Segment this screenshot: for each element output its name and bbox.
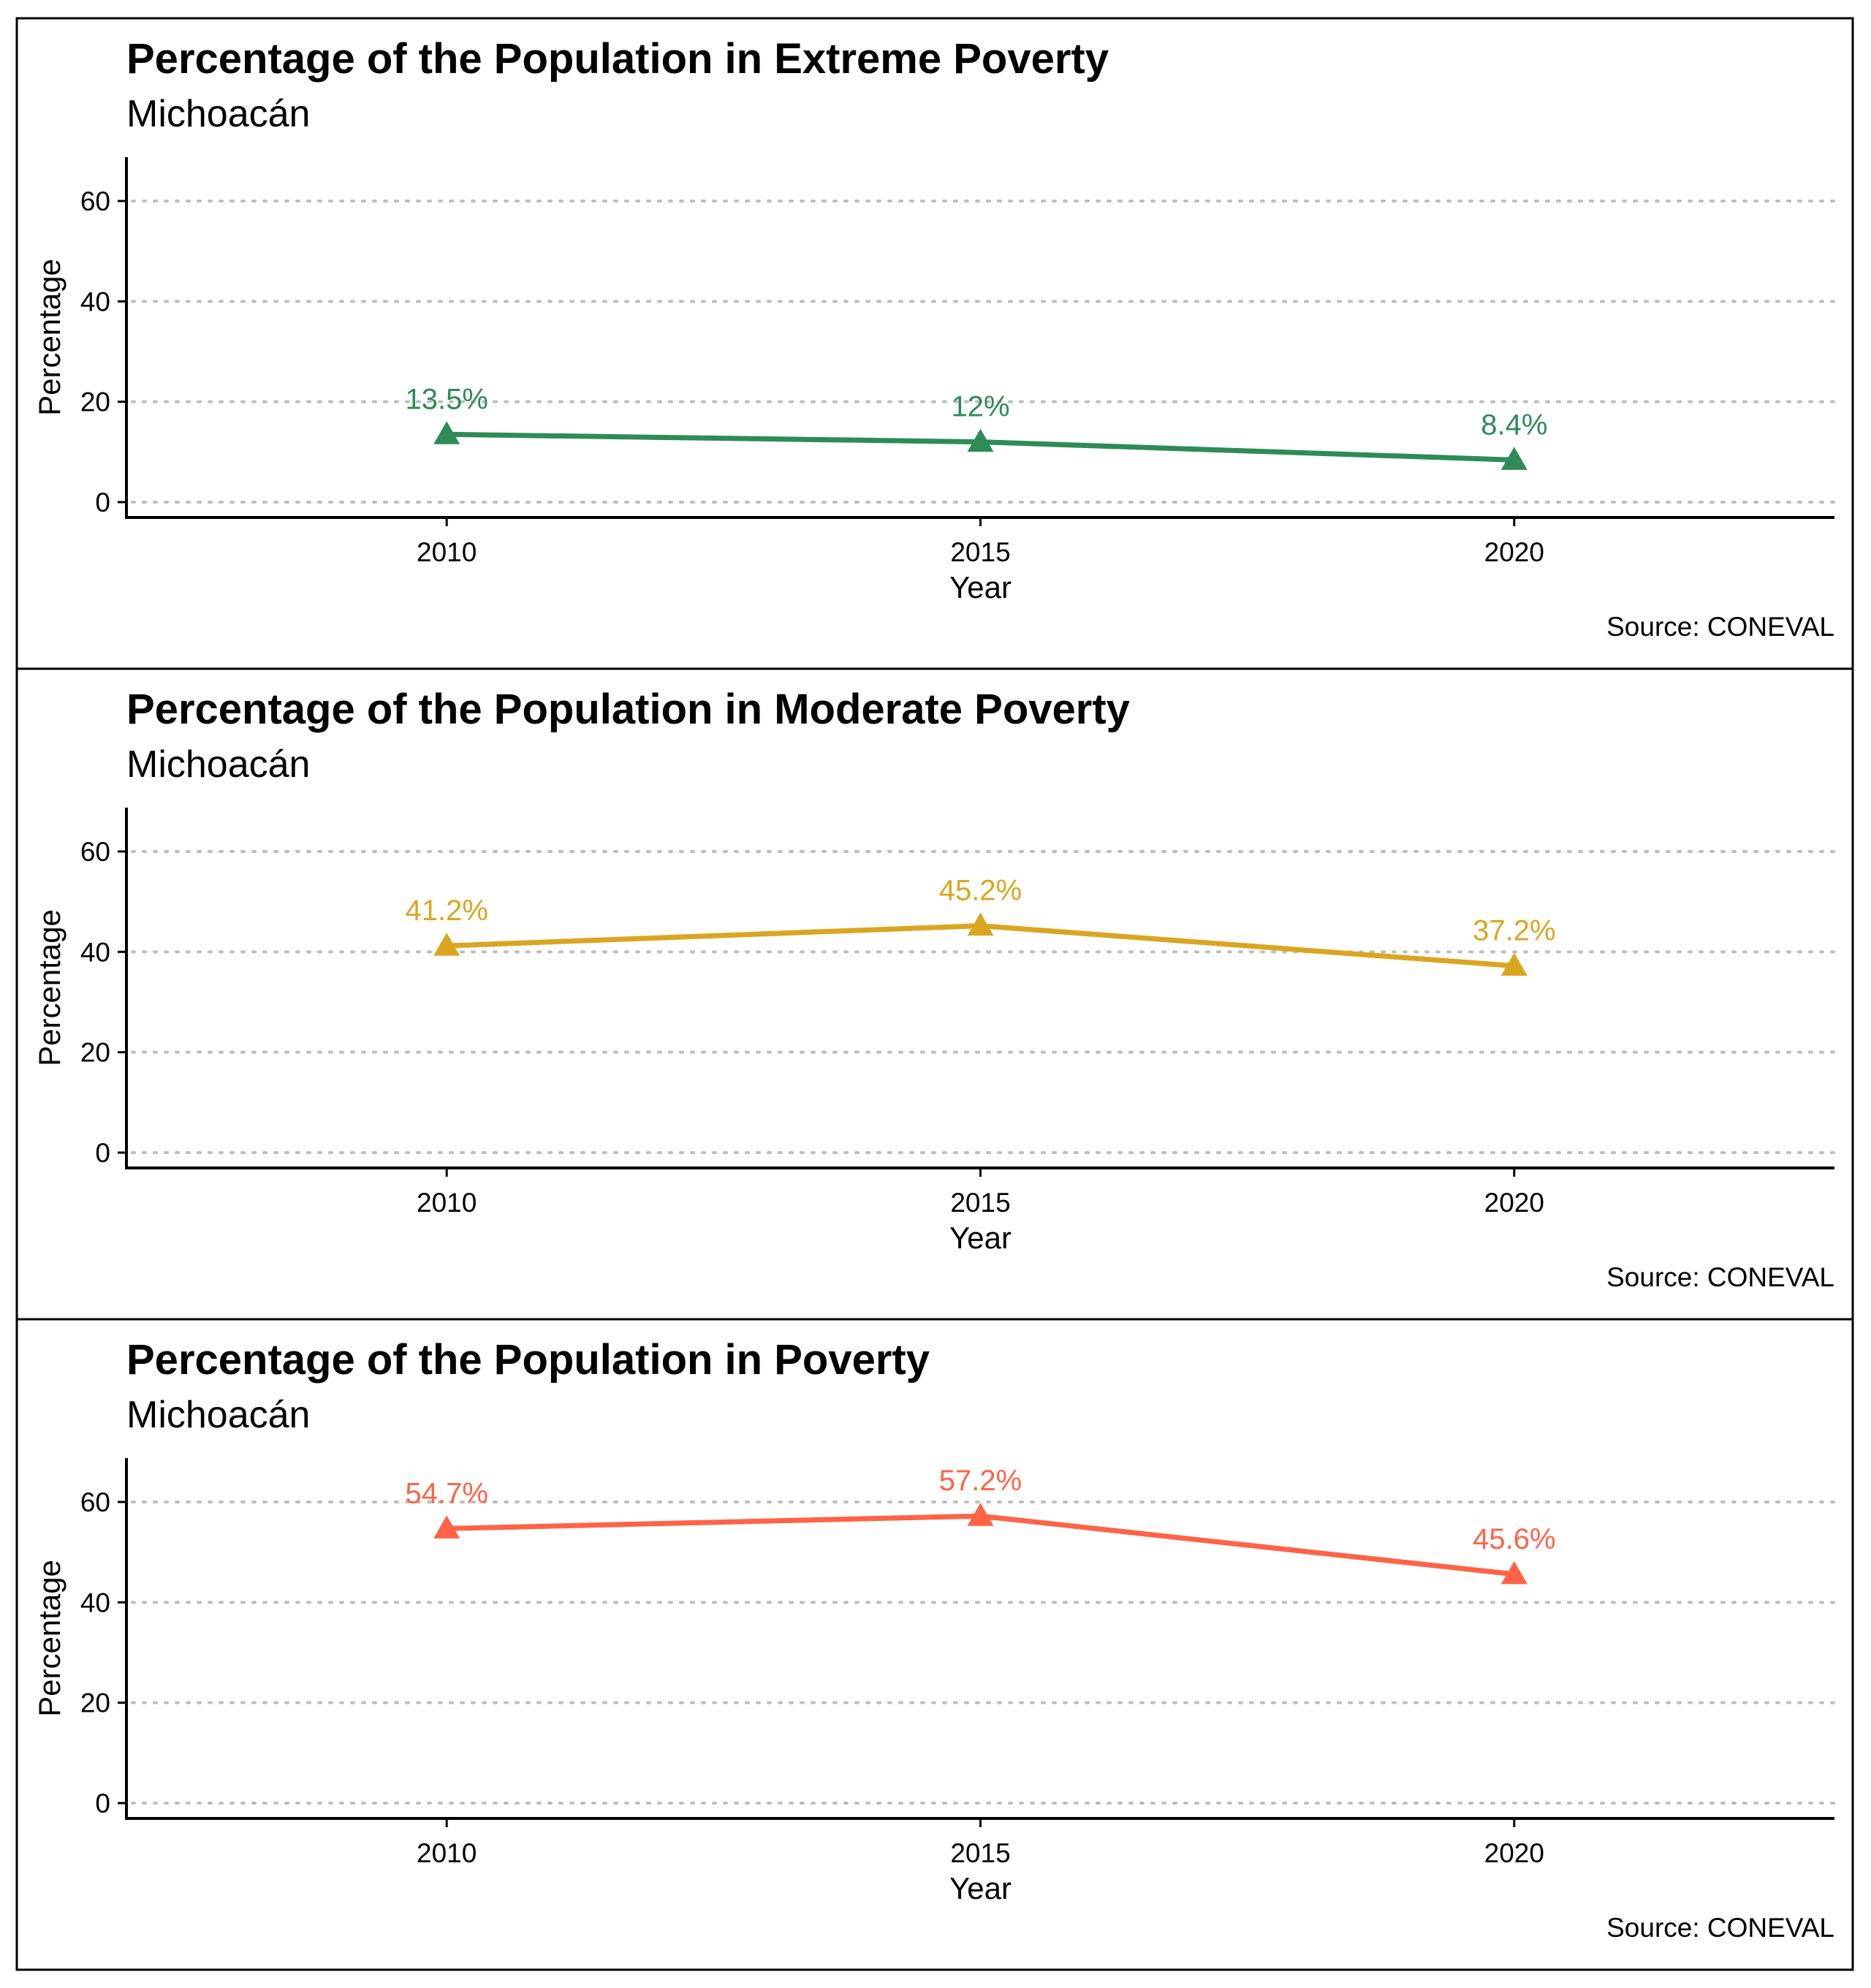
data-label: 8.4% (1481, 409, 1547, 441)
data-point-marker (433, 421, 460, 444)
y-tick-label: 40 (80, 937, 110, 967)
data-label: 57.2% (939, 1465, 1022, 1497)
x-tick-label: 2010 (417, 1838, 477, 1868)
chart-title: Percentage of the Population in Moderate… (126, 686, 1130, 733)
data-label: 45.6% (1473, 1523, 1555, 1555)
source-caption: Source: CONEVAL (1606, 1262, 1834, 1292)
data-point-marker (967, 1503, 994, 1526)
data-point-marker (1500, 952, 1527, 976)
y-tick-label: 20 (80, 387, 110, 417)
panel-frame (15, 1318, 1854, 1971)
y-tick-label: 60 (80, 837, 110, 867)
x-tick-label: 2010 (417, 537, 477, 567)
chart-title: Percentage of the Population in Extreme … (126, 35, 1109, 83)
x-tick-label: 2015 (950, 537, 1010, 567)
x-tick-label: 2015 (950, 1188, 1010, 1218)
y-tick-label: 0 (95, 1788, 110, 1818)
y-axis-title: Percentage (32, 259, 67, 416)
chart-panel-1: Percentage of the Population in Extreme … (15, 17, 1854, 670)
x-tick-label: 2020 (1484, 1188, 1544, 1218)
chart-panel-2: Percentage of the Population in Moderate… (15, 667, 1854, 1321)
x-tick-label: 2020 (1484, 537, 1544, 567)
y-tick-label: 0 (95, 1138, 110, 1168)
x-tick-label: 2015 (950, 1838, 1010, 1868)
data-point-marker (967, 428, 994, 452)
chart-subtitle: Michoacán (126, 743, 310, 786)
chart-subtitle: Michoacán (126, 93, 310, 135)
data-point-marker (967, 912, 994, 936)
y-tick-label: 60 (80, 1487, 110, 1517)
source-caption: Source: CONEVAL (1606, 1913, 1834, 1943)
x-axis-title: Year (949, 1871, 1012, 1905)
y-tick-label: 40 (80, 287, 110, 316)
source-caption: Source: CONEVAL (1606, 612, 1834, 642)
x-tick-label: 2010 (417, 1188, 477, 1218)
y-tick-label: 60 (80, 186, 110, 216)
y-axis-title: Percentage (32, 1560, 67, 1717)
x-axis-title: Year (949, 570, 1012, 604)
data-point-marker (433, 1515, 460, 1539)
y-tick-label: 40 (80, 1587, 110, 1617)
data-label: 54.7% (405, 1477, 487, 1509)
y-tick-label: 0 (95, 487, 110, 517)
data-label: 41.2% (405, 895, 487, 927)
data-label: 37.2% (1473, 915, 1555, 947)
data-label: 13.5% (405, 383, 487, 415)
data-point-marker (1500, 447, 1527, 470)
data-label: 12% (951, 391, 1009, 423)
data-point-marker (1500, 1560, 1527, 1585)
x-tick-label: 2020 (1484, 1838, 1544, 1868)
chart-title: Percentage of the Population in Poverty (126, 1336, 930, 1384)
data-label: 45.2% (939, 875, 1022, 907)
y-tick-label: 20 (80, 1688, 110, 1718)
chart-subtitle: Michoacán (126, 1394, 310, 1436)
x-axis-title: Year (949, 1221, 1012, 1255)
y-axis-title: Percentage (32, 909, 67, 1066)
y-tick-label: 20 (80, 1038, 110, 1068)
data-point-marker (433, 933, 460, 956)
chart-panel-3: Percentage of the Population in Poverty M… (15, 1318, 1854, 1971)
